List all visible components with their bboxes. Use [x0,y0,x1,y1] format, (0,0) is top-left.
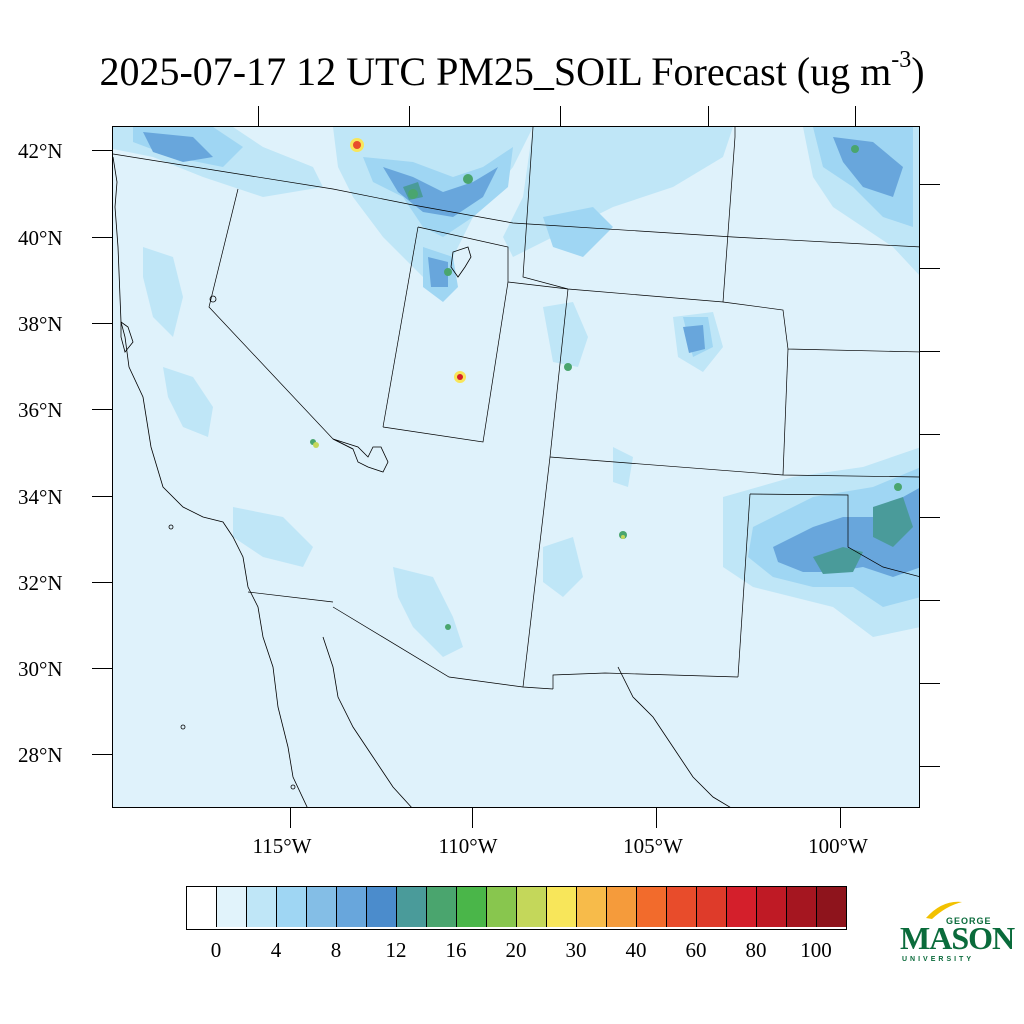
lat-label-42: 42°N [18,139,63,163]
colorbar-label: 4 [270,938,282,962]
colorbar-label: 16 [445,938,467,962]
colorbar [186,886,847,930]
concentration-field [113,127,919,657]
forecast-map [112,126,920,808]
lon-label-105: 105°W [623,834,683,858]
colorbar-label: 80 [745,938,767,962]
lat-label-30: 30°N [18,657,63,681]
lon-label-100: 100°W [808,834,868,858]
colorbar-swatch [247,887,277,927]
colorbar-label: 30 [565,938,587,962]
colorbar-swatch [787,887,817,927]
lon-label-115: 115°W [252,834,312,858]
colorbar-swatch [427,887,457,927]
lat-label-28: 28°N [18,743,63,767]
colorbar-swatch [187,887,217,927]
colorbar-swatch [667,887,697,927]
colorbar-swatch [547,887,577,927]
lat-label-38: 38°N [18,312,63,336]
logo-name: MASON [900,920,1015,956]
colorbar-label: 100 [800,938,832,962]
lat-label-36: 36°N [18,398,63,422]
colorbar-label: 0 [210,938,222,962]
colorbar-swatch [607,887,637,927]
colorbar-swatch [817,887,846,927]
map-title: 2025-07-17 12 UTC PM25_SOIL Forecast (ug… [0,30,1024,102]
logo-bottom-text: UNIVERSITY [902,956,975,963]
title-text: 2025-07-17 12 UTC PM25_SOIL Forecast (ug… [99,49,892,94]
colorbar-swatch [307,887,337,927]
colorbar-swatch [487,887,517,927]
coastline [113,156,731,807]
colorbar-label: 60 [685,938,707,962]
title-superscript: -3 [891,47,912,73]
lat-label-40: 40°N [18,226,63,250]
colorbar-swatch [457,887,487,927]
colorbar-label: 8 [330,938,342,962]
colorbar-swatch [397,887,427,927]
colorbar-label: 12 [385,938,407,962]
colorbar-swatch [757,887,787,927]
colorbar-swatch [697,887,727,927]
lat-label-34: 34°N [18,485,63,509]
logo-top-text: GEORGE [946,916,992,926]
colorbar-swatch [577,887,607,927]
colorbar-swatch [727,887,757,927]
lat-label-32: 32°N [18,571,63,595]
colorbar-label: 40 [625,938,647,962]
colorbar-label: 20 [505,938,527,962]
colorbar-swatch [367,887,397,927]
colorbar-swatch [217,887,247,927]
title-closing: ) [911,49,925,94]
gmu-logo: GEORGE MASON UNIVERSITY [896,898,1015,968]
colorbar-swatch [277,887,307,927]
colorbar-swatch [637,887,667,927]
colorbar-swatch [517,887,547,927]
colorbar-swatch [337,887,367,927]
logo-swoosh-icon [926,901,962,919]
lon-label-110: 110°W [438,834,498,858]
